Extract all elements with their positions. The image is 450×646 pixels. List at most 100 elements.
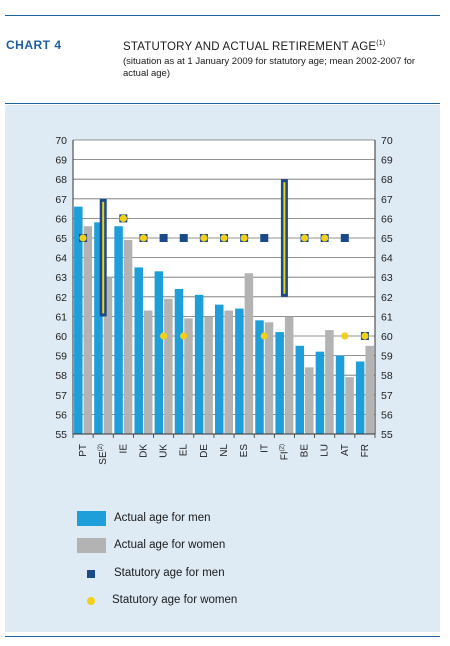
y-tick-label-right: 61 bbox=[381, 311, 393, 323]
category-label-de: DE bbox=[199, 444, 210, 458]
chart-panel: 55 55 56 56 57 57 58 58 59 59 60 60 61 61 62 62 63 63 64 64… bbox=[5, 105, 440, 632]
y-tick-label-left: 56 bbox=[55, 409, 67, 421]
y-tick-label-right: 65 bbox=[381, 233, 393, 245]
bar-men-it bbox=[255, 320, 264, 434]
chart-number: CHART 4 bbox=[6, 38, 62, 52]
bar-women-at bbox=[345, 377, 354, 434]
y-tick-label-left: 65 bbox=[55, 233, 67, 245]
y-tick-label-right: 62 bbox=[381, 292, 393, 304]
category-label-se: SE(2) bbox=[98, 444, 109, 465]
category-note-se: (2) bbox=[98, 444, 104, 451]
marker-statutory-women-lu bbox=[321, 234, 329, 242]
bar-men-el bbox=[174, 288, 184, 434]
chart-title-note: (1) bbox=[376, 40, 386, 47]
legend-label: Statutory age for men bbox=[114, 567, 225, 579]
bar-women-es bbox=[244, 273, 254, 434]
bar-women-it bbox=[264, 322, 274, 434]
category-label-pt: PT bbox=[78, 444, 89, 457]
chart-title: STATUTORY AND ACTUAL RETIREMENT AGE(1) bbox=[123, 40, 385, 53]
category-label-at: AT bbox=[340, 444, 351, 456]
y-tick-label-left: 67 bbox=[55, 194, 67, 206]
marker-statutory-women-ie bbox=[119, 214, 127, 222]
marker-statutory-women-es bbox=[240, 234, 248, 242]
y-tick-label-right: 70 bbox=[381, 135, 393, 147]
bar-women-el bbox=[184, 318, 193, 434]
legend-item: Actual age for men bbox=[77, 510, 337, 528]
legend-swatch-men bbox=[77, 511, 106, 526]
y-tick-label-right: 68 bbox=[381, 174, 393, 186]
bar-women-fi bbox=[284, 316, 294, 434]
bar-men-uk bbox=[154, 271, 164, 434]
bar-women-de bbox=[204, 316, 213, 434]
legend-marker-statutory-women bbox=[87, 597, 95, 605]
category-label-dk: DK bbox=[138, 444, 149, 458]
bar-women-uk bbox=[164, 298, 173, 434]
bottom-rule bbox=[5, 636, 440, 637]
bar-women-nl bbox=[224, 310, 233, 434]
y-tick-label-left: 61 bbox=[55, 311, 67, 323]
marker-statutory-women-de bbox=[200, 234, 208, 242]
header-rule bbox=[5, 103, 440, 104]
category-label-it: IT bbox=[259, 444, 270, 453]
marker-statutory-women-uk bbox=[160, 332, 168, 340]
marker-statutory-women-nl bbox=[220, 234, 228, 242]
category-label-nl: NL bbox=[219, 444, 230, 457]
bar-men-nl bbox=[215, 304, 224, 434]
marker-statutory-men-uk bbox=[159, 234, 168, 242]
marker-statutory-women-fr bbox=[361, 332, 369, 340]
marker-statutory-women-be bbox=[300, 234, 309, 242]
legend-item: Statutory age for men bbox=[77, 565, 337, 583]
legend-label: Statutory age for women bbox=[112, 594, 238, 606]
y-tick-label-left: 58 bbox=[55, 370, 67, 382]
category-label-be: BE bbox=[300, 444, 311, 458]
y-tick-label-left: 57 bbox=[55, 390, 67, 402]
y-tick-label-right: 57 bbox=[381, 390, 393, 402]
y-tick-label-left: 66 bbox=[55, 213, 67, 225]
bar-men-pt bbox=[74, 206, 83, 434]
marker-statutory-women-pt bbox=[79, 234, 87, 242]
legend-marker-statutory-men bbox=[87, 570, 95, 578]
y-tick-label-right: 63 bbox=[381, 272, 393, 284]
y-tick-label-left: 62 bbox=[55, 292, 67, 304]
bar-men-de bbox=[194, 294, 204, 434]
bar-men-at bbox=[335, 355, 345, 434]
category-label-fr: FR bbox=[360, 444, 371, 457]
bar-women-pt bbox=[83, 226, 93, 434]
chart-plot: 55 55 56 56 57 57 58 58 59 59 60 60 61 61 62 62 63 63 64 64… bbox=[55, 135, 393, 465]
category-label-uk: UK bbox=[159, 444, 170, 458]
bar-men-fr bbox=[355, 361, 365, 434]
bar-men-be bbox=[295, 345, 305, 434]
category-note-fi: (2) bbox=[279, 444, 285, 451]
bar-men-ie bbox=[114, 226, 123, 434]
marker-statutory-women-it bbox=[260, 332, 268, 340]
statutory-range-women-fi bbox=[283, 182, 286, 294]
category-label-es: ES bbox=[239, 444, 250, 458]
top-rule bbox=[5, 15, 440, 16]
y-tick-label-right: 55 bbox=[381, 429, 393, 441]
bar-women-fr bbox=[365, 345, 374, 434]
y-tick-label-left: 68 bbox=[55, 174, 67, 186]
y-tick-label-right: 58 bbox=[381, 370, 393, 382]
bar-women-ie bbox=[123, 239, 133, 434]
legend-item: Actual age for women bbox=[77, 537, 337, 555]
statutory-range-women-se bbox=[102, 201, 105, 314]
legend-label: Actual age for men bbox=[114, 512, 211, 524]
y-tick-label-left: 60 bbox=[55, 331, 67, 343]
bar-women-se bbox=[103, 277, 113, 434]
legend-item: Statutory age for women bbox=[77, 592, 337, 610]
y-tick-label-left: 59 bbox=[55, 351, 67, 363]
y-tick-label-right: 67 bbox=[381, 194, 393, 206]
legend-swatch-women bbox=[77, 538, 106, 553]
bar-women-be bbox=[305, 367, 314, 434]
y-tick-label-right: 66 bbox=[381, 213, 393, 225]
y-tick-label-left: 55 bbox=[55, 429, 67, 441]
category-label-fi: FI(2) bbox=[279, 444, 290, 460]
marker-statutory-men-it bbox=[260, 234, 269, 242]
y-tick-label-right: 69 bbox=[381, 155, 393, 167]
bar-women-lu bbox=[325, 330, 334, 434]
marker-statutory-women-dk bbox=[139, 234, 148, 242]
y-tick-label-left: 64 bbox=[55, 253, 67, 265]
chart-subtitle: (situation as at 1 January 2009 for stat… bbox=[123, 56, 416, 79]
bar-men-es bbox=[235, 308, 244, 434]
bar-men-lu bbox=[315, 351, 325, 434]
